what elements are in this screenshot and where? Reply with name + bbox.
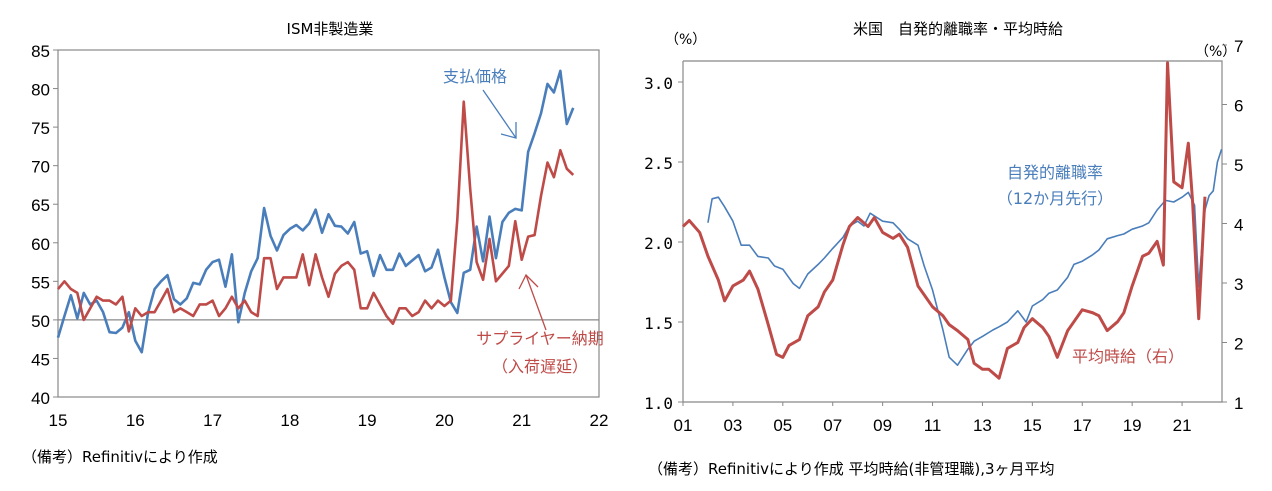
right-annotation-quit-rate: 自発的離職率 [1007, 163, 1103, 182]
x-tick-label: 16 [126, 411, 145, 430]
x-tick-label: 21 [1173, 416, 1192, 435]
right-y-tick-label: 7 [1234, 37, 1243, 56]
y-tick-label: 50 [31, 312, 50, 331]
x-tick-label: 03 [723, 416, 742, 435]
right-y-tick-label: 3 [1234, 275, 1243, 294]
right-y-tick-label: 6 [1234, 97, 1243, 116]
left-annotation-prices-paid: 支払価格 [443, 67, 507, 86]
left-y-tick-label: 1.5 [644, 314, 673, 333]
left-chart-note: （備考）Refinitivにより作成 [22, 448, 218, 466]
x-tick-label: 07 [823, 416, 842, 435]
left-chart-title: ISM非製造業 [287, 20, 374, 38]
left-y-tick-label: 1.0 [644, 394, 673, 413]
supplier-deliveries-arrowhead [518, 273, 539, 290]
x-tick-label: 13 [973, 416, 992, 435]
x-tick-label: 01 [674, 416, 693, 435]
x-tick-label: 11 [924, 416, 942, 435]
x-tick-label: 21 [512, 411, 531, 430]
right-y-tick-label: 1 [1234, 394, 1243, 413]
right-y-tick-label: 2 [1234, 335, 1243, 354]
left-y-tick-label: 2.5 [644, 154, 673, 173]
right-chart-title: 米国 自発的離職率・平均時給 [853, 20, 1063, 38]
series-line-quit-rate [707, 148, 1223, 367]
x-tick-label: 19 [1123, 416, 1142, 435]
y-tick-label: 85 [31, 42, 50, 61]
x-tick-label: 19 [358, 411, 377, 430]
series-line-supplier-deliveries [57, 100, 575, 333]
supplier-deliveries-arrow [525, 274, 547, 331]
prices-paid-arrowhead [500, 122, 517, 139]
x-tick-label: 15 [49, 411, 68, 430]
y-tick-label: 65 [31, 196, 50, 215]
left-y-tick-label: 2.0 [644, 234, 673, 253]
left-y-tick-label: 3.0 [644, 74, 673, 93]
left-axis-unit: （%） [665, 32, 706, 48]
x-tick-label: 09 [873, 416, 892, 435]
x-tick-label: 05 [773, 416, 792, 435]
y-tick-label: 45 [31, 350, 50, 369]
series-line-average-hourly-earnings [681, 61, 1207, 380]
y-tick-label: 80 [31, 81, 50, 100]
y-tick-label: 75 [31, 119, 50, 138]
left-annotation-supplier-deliveries-sub: （入荷遅延） [492, 357, 588, 376]
y-tick-label: 55 [31, 273, 50, 292]
y-tick-label: 60 [31, 235, 50, 254]
right-y-tick-label: 5 [1234, 156, 1243, 175]
prices-paid-arrow [482, 89, 517, 139]
x-tick-label: 15 [1023, 416, 1042, 435]
y-tick-label: 40 [31, 389, 50, 408]
right-axis-unit: （%） [1195, 44, 1236, 60]
right-annotation-quit-rate-sub: （12か月先行） [997, 189, 1113, 208]
x-tick-label: 17 [203, 411, 222, 430]
left-annotation-supplier-deliveries: サプライヤー納期 [476, 329, 604, 348]
x-tick-label: 17 [1073, 416, 1092, 435]
right-chart-note: （備考）Refinitivにより作成 平均時給(非管理職),3ヶ月平均 [648, 460, 1055, 478]
x-tick-label: 18 [280, 411, 299, 430]
right-annotation-wage: 平均時給（右） [1072, 347, 1184, 366]
left-plot-area [57, 49, 600, 398]
x-tick-label: 22 [590, 411, 609, 430]
right-y-tick-label: 4 [1234, 216, 1243, 235]
x-tick-label: 20 [435, 411, 454, 430]
y-tick-label: 70 [31, 158, 50, 177]
